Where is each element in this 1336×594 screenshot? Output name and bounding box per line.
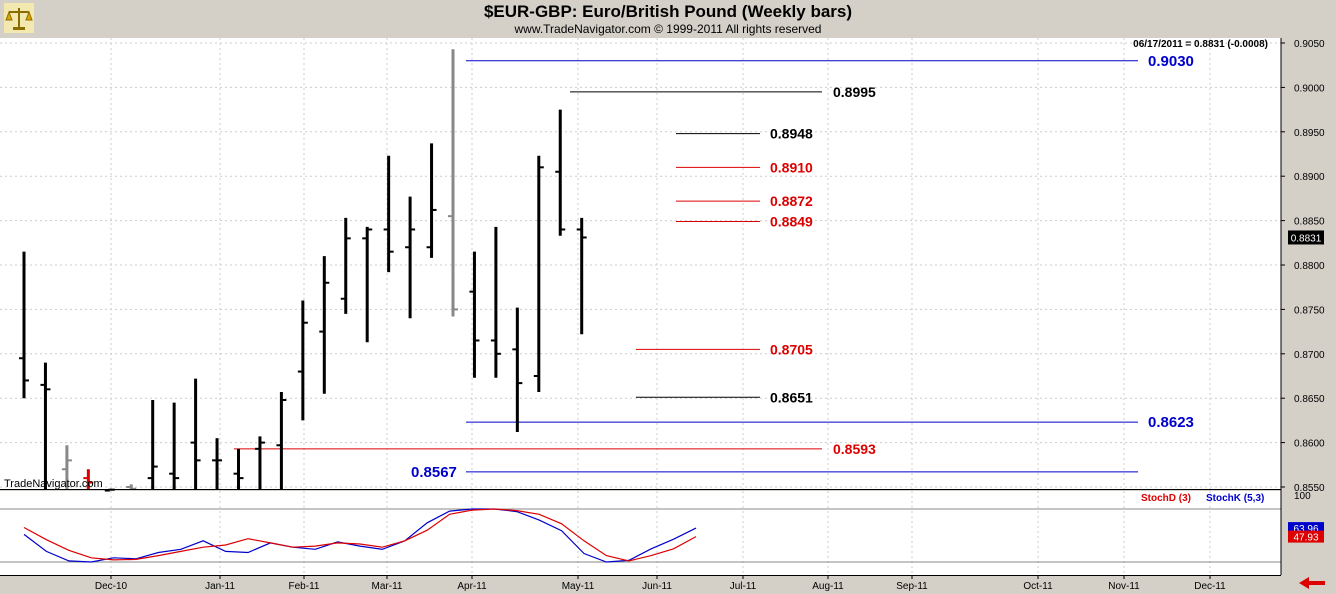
x-tick-label: Oct-11 [1023, 581, 1053, 592]
price-bar [254, 436, 265, 489]
stoch-legend: StochD (3) StochK (5,3) [1141, 493, 1264, 504]
y-tick-label: 0.8800 [1294, 261, 1325, 272]
stochastic-lines [23, 508, 697, 563]
x-tick-label: Feb-11 [289, 581, 320, 592]
stoch-top-label: 100 [1294, 491, 1311, 502]
price-bar [276, 391, 287, 489]
price-bar [19, 251, 29, 399]
price-bar [40, 362, 51, 489]
price-bar [233, 448, 244, 489]
level-label: 0.8872 [770, 193, 813, 209]
level-label: 0.8623 [1148, 414, 1194, 431]
fibonacci-levels: 0.9030 0.8995 0.8948 0.8910 0.8872 0.8849 0.87… [234, 53, 1194, 481]
price-bar [512, 307, 523, 432]
level-label: 0.8593 [833, 441, 876, 457]
price-bar [169, 402, 180, 489]
price-bar [576, 217, 587, 335]
x-tick-label: Jun-11 [642, 581, 672, 592]
x-tick-label: Sep-11 [896, 581, 928, 592]
price-bar [383, 155, 394, 273]
x-tick-label: Nov-11 [1108, 581, 1140, 592]
x-tick-label: Apr-11 [457, 581, 487, 592]
y-tick-label: 0.9000 [1294, 83, 1325, 94]
last-price-box [1288, 230, 1324, 245]
x-tick-label: Aug-11 [812, 581, 844, 592]
date-axis: Dec-10 Jan-11 Feb-11 Mar-11 Apr-11 May-11 Jun-… [95, 575, 1226, 592]
back-arrow-icon[interactable] [1297, 576, 1327, 590]
level-label: 0.8567 [411, 464, 457, 481]
x-tick-label: Jul-11 [730, 581, 757, 592]
x-tick-label: Mar-11 [372, 581, 403, 592]
stoch-value-label: 47.93 [1293, 533, 1318, 544]
legend-stochd: StochD (3) [1141, 493, 1191, 504]
y-tick-label: 0.8600 [1294, 439, 1325, 450]
y-tick-label: 0.8550 [1294, 483, 1325, 494]
price-bar [405, 196, 416, 319]
y-tick-label: 0.8900 [1294, 172, 1325, 183]
price-bar [61, 445, 72, 489]
level-label: 0.8705 [770, 341, 813, 357]
y-tick-label: 0.8850 [1294, 217, 1325, 228]
x-tick-label: Jan-11 [205, 581, 235, 592]
price-bar [126, 484, 137, 490]
legend-stochk: StochK (5,3) [1206, 493, 1264, 504]
x-tick-label: Dec-10 [95, 581, 128, 592]
price-bar [448, 49, 458, 317]
price-bar [555, 109, 566, 236]
price-gridlines [0, 38, 1281, 489]
stoch-gridlines [0, 491, 1281, 575]
chart-header: $EUR-GBP: Euro/British Pound (Weekly bar… [0, 0, 1336, 38]
price-bar [469, 251, 480, 378]
y-tick-label: 0.8950 [1294, 128, 1325, 139]
y-tick-label: 0.8700 [1294, 350, 1325, 361]
y-tick-label: 0.9050 [1294, 39, 1325, 50]
price-bar [319, 256, 330, 394]
date-readout: 06/17/2011 = 0.8831 (-0.0008) [1133, 39, 1268, 50]
chart-title: $EUR-GBP: Euro/British Pound (Weekly bar… [483, 2, 853, 21]
price-bar [212, 438, 223, 489]
x-tick-label: Dec-11 [1194, 581, 1226, 592]
stochd-line [23, 508, 697, 562]
price-bar [147, 399, 158, 489]
y-tick-label: 0.8650 [1294, 394, 1325, 405]
stoch-value-label: 63.96 [1293, 524, 1318, 535]
price-bar [362, 226, 373, 343]
watermark: TradeNavigator.com [4, 478, 103, 490]
price-axis: 0.9050 0.9000 0.8950 0.8900 0.8850 0.8800 0.87… [0, 38, 1325, 576]
price-bars [19, 49, 587, 492]
price-bar [83, 469, 94, 489]
level-label: 0.9030 [1148, 53, 1194, 70]
chart-subtitle: www.TradeNavigator.com © 1999-2011 All r… [514, 22, 822, 36]
stoch-value-box [1288, 530, 1324, 543]
stoch-panel [0, 491, 1281, 575]
price-bar [297, 300, 308, 421]
scales-logo-icon [4, 3, 34, 33]
y-tick-label: 0.8750 [1294, 305, 1325, 316]
level-label: 0.8910 [770, 159, 813, 175]
level-label: 0.8849 [770, 213, 813, 229]
price-bar [490, 226, 501, 378]
price-bar [190, 378, 201, 489]
price-bar [340, 217, 351, 314]
last-price-label: 0.8831 [1291, 233, 1322, 244]
price-bar [426, 143, 437, 258]
level-label: 0.8995 [833, 84, 876, 100]
price-panel [0, 38, 1281, 489]
x-tick-label: May-11 [562, 581, 595, 592]
level-label: 0.8651 [770, 389, 813, 405]
price-bar [533, 155, 544, 392]
level-label: 0.8948 [770, 126, 813, 142]
